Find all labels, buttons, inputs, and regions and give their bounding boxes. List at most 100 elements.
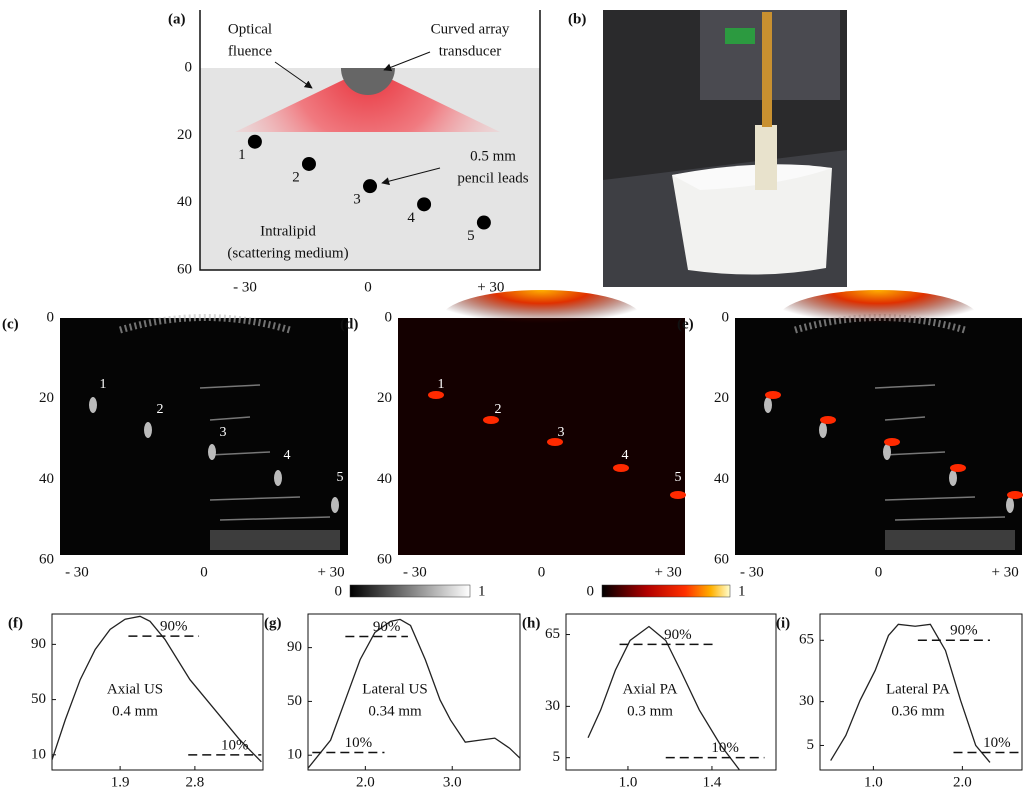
level-label: 90% bbox=[950, 623, 978, 639]
surface-signal bbox=[779, 290, 979, 346]
y-tick-label: 40 bbox=[714, 471, 729, 487]
y-tick-label: 20 bbox=[714, 390, 729, 406]
target-label: 3 bbox=[220, 425, 227, 440]
x-tick-label: 2.0 bbox=[356, 774, 375, 790]
x-tick-label: 1.0 bbox=[864, 774, 883, 790]
level-label: 10% bbox=[711, 740, 739, 756]
colorbar bbox=[350, 585, 470, 597]
reflector bbox=[144, 422, 152, 438]
annotation: pencil leads bbox=[457, 170, 528, 186]
reflector bbox=[331, 497, 339, 513]
target-label: 4 bbox=[284, 448, 291, 463]
y-tick-label: 60 bbox=[177, 261, 192, 277]
y-tick-label: 50 bbox=[31, 691, 46, 707]
y-tick-label: 0 bbox=[385, 309, 393, 325]
panel-label: (c) bbox=[2, 316, 19, 332]
y-tick-label: 10 bbox=[31, 746, 46, 762]
annotation: Curved array bbox=[431, 21, 510, 37]
target-label: 2 bbox=[495, 402, 502, 417]
annotation: transducer bbox=[439, 43, 501, 59]
target-label: 1 bbox=[438, 377, 445, 392]
absorber bbox=[670, 491, 686, 499]
x-tick-label: - 30 bbox=[403, 564, 427, 580]
colorbar-tick-label: 0 bbox=[587, 583, 595, 599]
level-label: 90% bbox=[373, 619, 401, 635]
x-tick-label: 3.0 bbox=[443, 774, 462, 790]
surface-signal bbox=[442, 290, 642, 346]
annotation: fluence bbox=[228, 43, 272, 59]
absorber bbox=[950, 464, 966, 472]
reflector bbox=[1006, 497, 1014, 513]
plot-title: Axial PA bbox=[623, 681, 678, 697]
target-label: 5 bbox=[675, 470, 682, 485]
panel-label: (f) bbox=[8, 615, 23, 631]
photo bbox=[603, 10, 847, 287]
y-tick-label: 40 bbox=[377, 471, 392, 487]
plot-title: Lateral US bbox=[362, 681, 427, 697]
arrow bbox=[384, 52, 430, 70]
target-label: 3 bbox=[353, 192, 361, 208]
level-label: 10% bbox=[221, 737, 249, 753]
annotation: Intralipid bbox=[260, 223, 316, 239]
y-tick-label: 90 bbox=[287, 639, 302, 655]
reflector bbox=[883, 444, 891, 460]
level-label: 90% bbox=[664, 627, 692, 643]
y-tick-label: 0 bbox=[722, 309, 730, 325]
reflector bbox=[208, 444, 216, 460]
plot-title: 0.36 mm bbox=[891, 703, 945, 719]
absorber bbox=[765, 391, 781, 399]
reflector bbox=[819, 422, 827, 438]
x-tick-label: + 30 bbox=[992, 564, 1019, 580]
colorbar-tick-label: 0 bbox=[335, 583, 343, 599]
target-label: 1 bbox=[100, 377, 107, 392]
y-tick-label: 0 bbox=[185, 59, 193, 75]
y-tick-label: 50 bbox=[287, 693, 302, 709]
absorber bbox=[884, 438, 900, 446]
panel-label: (d) bbox=[340, 316, 358, 332]
speckle bbox=[885, 530, 1015, 550]
x-tick-label: 2.8 bbox=[186, 774, 205, 790]
x-tick-label: - 30 bbox=[233, 279, 257, 295]
x-tick-label: 1.4 bbox=[703, 774, 722, 790]
level-label: 10% bbox=[983, 735, 1011, 751]
image bbox=[398, 318, 685, 555]
target-label: 4 bbox=[622, 448, 629, 463]
x-tick-label: 0 bbox=[538, 564, 546, 580]
target-label: 4 bbox=[407, 210, 415, 226]
plot-title: 0.34 mm bbox=[368, 703, 422, 719]
target bbox=[417, 197, 431, 211]
y-tick-label: 5 bbox=[807, 737, 815, 753]
x-tick-label: 2.0 bbox=[953, 774, 972, 790]
x-tick-label: + 30 bbox=[655, 564, 682, 580]
y-tick-label: 90 bbox=[31, 636, 46, 652]
image bbox=[60, 318, 348, 555]
y-tick-label: 5 bbox=[553, 749, 561, 765]
target-label: 3 bbox=[558, 425, 565, 440]
target bbox=[302, 157, 316, 171]
colorbar-tick-label: 1 bbox=[738, 583, 746, 599]
level-label: 90% bbox=[160, 619, 188, 635]
y-tick-label: 10 bbox=[287, 747, 302, 763]
figure: (a)0204060- 300+ 3012345OpticalfluenceCu… bbox=[0, 0, 1024, 792]
panel-label: (a) bbox=[168, 11, 186, 27]
panel-label: (g) bbox=[264, 615, 282, 631]
target-label: 2 bbox=[157, 402, 164, 417]
plot-title: Axial US bbox=[107, 681, 163, 697]
y-tick-label: 60 bbox=[377, 551, 392, 567]
x-tick-label: 1.0 bbox=[619, 774, 638, 790]
panel-label: (e) bbox=[677, 316, 694, 332]
x-tick-label: - 30 bbox=[740, 564, 764, 580]
reflector bbox=[274, 470, 282, 486]
target bbox=[363, 179, 377, 193]
target-label: 1 bbox=[238, 147, 246, 163]
plot-title: 0.3 mm bbox=[627, 703, 673, 719]
absorber bbox=[1007, 491, 1023, 499]
panel-label: (i) bbox=[776, 615, 790, 631]
plot-title: Lateral PA bbox=[886, 681, 950, 697]
annotation: Optical bbox=[228, 21, 272, 37]
absorber bbox=[820, 416, 836, 424]
annotation: (scattering medium) bbox=[227, 245, 348, 261]
x-tick-label: 0 bbox=[200, 564, 208, 580]
colorbar bbox=[602, 585, 730, 597]
speckle bbox=[210, 530, 340, 550]
